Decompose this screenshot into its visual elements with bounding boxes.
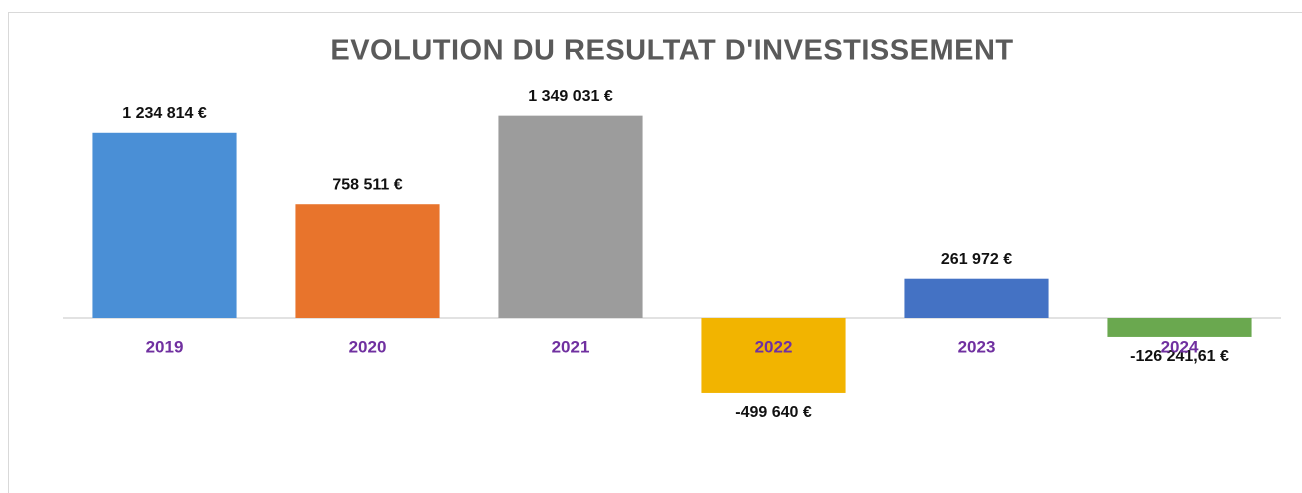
x-tick-label: 2024 bbox=[1161, 337, 1199, 356]
data-label: -126 241,61 € bbox=[1130, 348, 1229, 365]
data-label: 261 972 € bbox=[941, 251, 1012, 268]
x-tick-label: 2019 bbox=[146, 337, 184, 356]
x-tick-label: 2023 bbox=[958, 337, 996, 356]
data-label: 1 349 031 € bbox=[528, 88, 613, 105]
data-label: -499 640 € bbox=[735, 404, 812, 421]
x-tick-label: 2022 bbox=[755, 337, 793, 356]
bar bbox=[92, 132, 237, 318]
chart-title: EVOLUTION DU RESULTAT D'INVESTISSEMENT bbox=[330, 35, 1013, 67]
data-label: 1 234 814 € bbox=[122, 105, 207, 122]
data-label: 758 511 € bbox=[332, 176, 402, 193]
bar bbox=[1107, 318, 1252, 337]
bar bbox=[904, 278, 1049, 318]
x-tick-label: 2021 bbox=[552, 337, 590, 356]
bar bbox=[498, 115, 643, 318]
bar bbox=[701, 318, 846, 393]
x-tick-label: 2020 bbox=[349, 337, 387, 356]
bar bbox=[295, 204, 440, 318]
